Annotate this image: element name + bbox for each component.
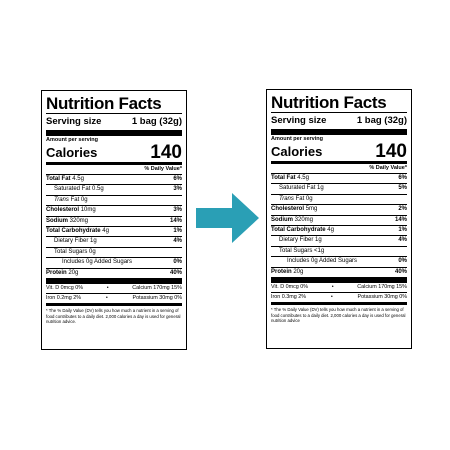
serving-size-value: 1 bag (32g) (131, 116, 182, 127)
nutrient-row: Total Carbohydrate 4g 1% (46, 228, 182, 235)
serving-size-row: Serving size 1 bag (32g) (46, 114, 182, 130)
nutrient-row: Cholesterol 5mg 2% (271, 206, 407, 213)
nutrient-row: Trans Fat 0g (279, 195, 313, 202)
amount-per-serving: Amount per serving (271, 136, 323, 142)
nutrient-row: Trans Fat 0g (54, 196, 88, 203)
divider (46, 113, 182, 114)
serving-size-label: Serving size (271, 115, 327, 126)
calories-label: Calories (271, 144, 323, 159)
serving-size-row: Serving size 1 bag (32g) (271, 113, 407, 129)
arrow-shape (196, 193, 259, 243)
nutrient-row: Saturated Fat 1g 5% (279, 185, 407, 192)
label-title: Nutrition Facts (271, 93, 387, 112)
vitamin-row: Iron 0.3mg 2% • Potassium 30mg 0% (271, 294, 407, 301)
nutrient-row: Dietary Fiber 1g 4% (54, 238, 182, 245)
serving-size-value: 1 bag (32g) (356, 115, 407, 126)
calories-value: 140 (150, 142, 182, 163)
calories-label: Calories (46, 145, 98, 160)
vitamin-row: Vit. D 0mcg 0% • Calcium 170mg 15% (46, 285, 182, 292)
divider (271, 112, 407, 113)
nutrient-row: Dietary Fiber 1g 4% (279, 237, 407, 244)
label-title: Nutrition Facts (46, 94, 162, 113)
nutrient-row: Total Sugars 0g (54, 248, 96, 255)
footnote: * The % Daily Value (DV) tells you how m… (46, 308, 181, 325)
nutrient-row: Cholesterol 10mg 3% (46, 207, 182, 214)
nutrient-row: Sodium 320mg 14% (271, 216, 407, 223)
footnote: * The % Daily Value (DV) tells you how m… (271, 307, 406, 324)
calories-row: Calories 140 (271, 141, 407, 162)
nutrient-row: Total Carbohydrate 4g 1% (271, 227, 407, 234)
right-arrow-icon (196, 193, 259, 243)
amount-per-serving: Amount per serving (46, 137, 98, 143)
calories-row: Calories 140 (46, 142, 182, 163)
nutrient-row: Protein 20g 40% (46, 269, 182, 276)
calories-value: 140 (375, 141, 407, 162)
nutrient-row: Includes 0g Added Sugars 0% (287, 258, 407, 265)
nutrient-row: Includes 0g Added Sugars 0% (62, 259, 182, 266)
serving-size-label: Serving size (46, 116, 102, 127)
divider (46, 130, 182, 136)
nutrient-row: Total Sugars <1g (279, 247, 325, 254)
divider (271, 161, 407, 164)
nutrient-row: Total Fat 4.5g 6% (271, 175, 407, 181)
divider (46, 162, 182, 165)
vitamin-row: Iron 0.2mg 2% • Potassium 30mg 0% (46, 295, 182, 302)
nutrient-row: Protein 20g 40% (271, 268, 407, 275)
vitamin-row: Vit. D 0mcg 0% • Calcium 170mg 15% (271, 284, 407, 291)
nutrition-label-right: Nutrition Facts Serving size 1 bag (32g)… (266, 89, 412, 349)
divider (271, 129, 407, 135)
nutrient-row: Sodium 320mg 14% (46, 217, 182, 224)
nutrition-label-left: Nutrition Facts Serving size 1 bag (32g)… (41, 90, 187, 350)
nutrient-row: Total Fat 4.5g 6% (46, 176, 182, 182)
daily-value-header: % Daily Value* (144, 166, 182, 172)
nutrient-row: Saturated Fat 0.5g 3% (54, 186, 182, 193)
daily-value-header: % Daily Value* (369, 165, 407, 171)
